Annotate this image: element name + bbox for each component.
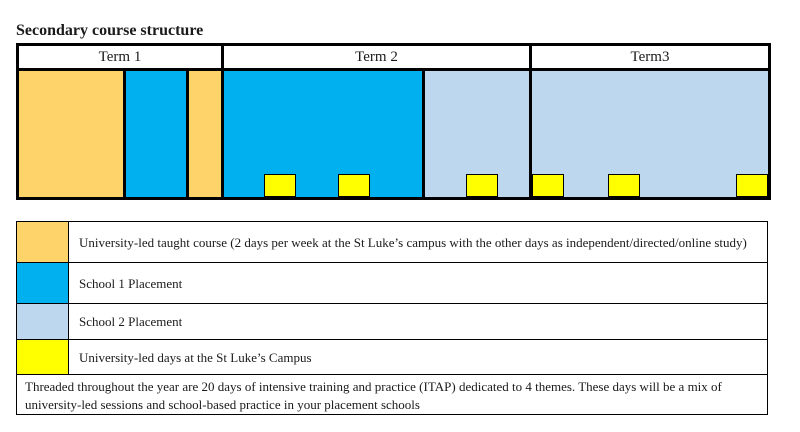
university-day-marker <box>532 174 564 197</box>
course-timeline: Term 1 Term 2 Term3 <box>16 43 771 200</box>
legend-label-school2: School 2 Placement <box>69 304 767 339</box>
legend-swatch-school1 <box>17 263 68 303</box>
university-day-marker <box>338 174 370 197</box>
legend-note: Threaded throughout the year are 20 days… <box>17 375 767 414</box>
legend-label-school1: School 1 Placement <box>69 263 767 303</box>
university-day-marker <box>264 174 296 197</box>
university-day-marker <box>608 174 640 197</box>
term3-school2-placement-block <box>532 71 768 197</box>
term-1-header: Term 1 <box>19 46 221 68</box>
term-2-header: Term 2 <box>224 46 529 68</box>
university-day-marker <box>736 174 768 197</box>
legend-table: University-led taught course (2 days per… <box>16 221 768 415</box>
term1-university-taught-block <box>19 71 123 197</box>
term2-school1-placement-block <box>224 71 422 197</box>
term1-university-taught-block-2 <box>189 71 221 197</box>
legend-label-university-days: University-led days at the St Luke’s Cam… <box>69 340 767 374</box>
legend-swatch-university-taught <box>17 222 68 262</box>
term1-school1-placement-block <box>126 71 186 197</box>
page-title: Secondary course structure <box>16 22 204 39</box>
legend-swatch-school2 <box>17 304 68 339</box>
legend-label-university-taught: University-led taught course (2 days per… <box>69 222 767 262</box>
university-day-marker <box>466 174 498 197</box>
legend-swatch-university-days <box>17 340 68 374</box>
term-3-header: Term3 <box>532 46 768 68</box>
